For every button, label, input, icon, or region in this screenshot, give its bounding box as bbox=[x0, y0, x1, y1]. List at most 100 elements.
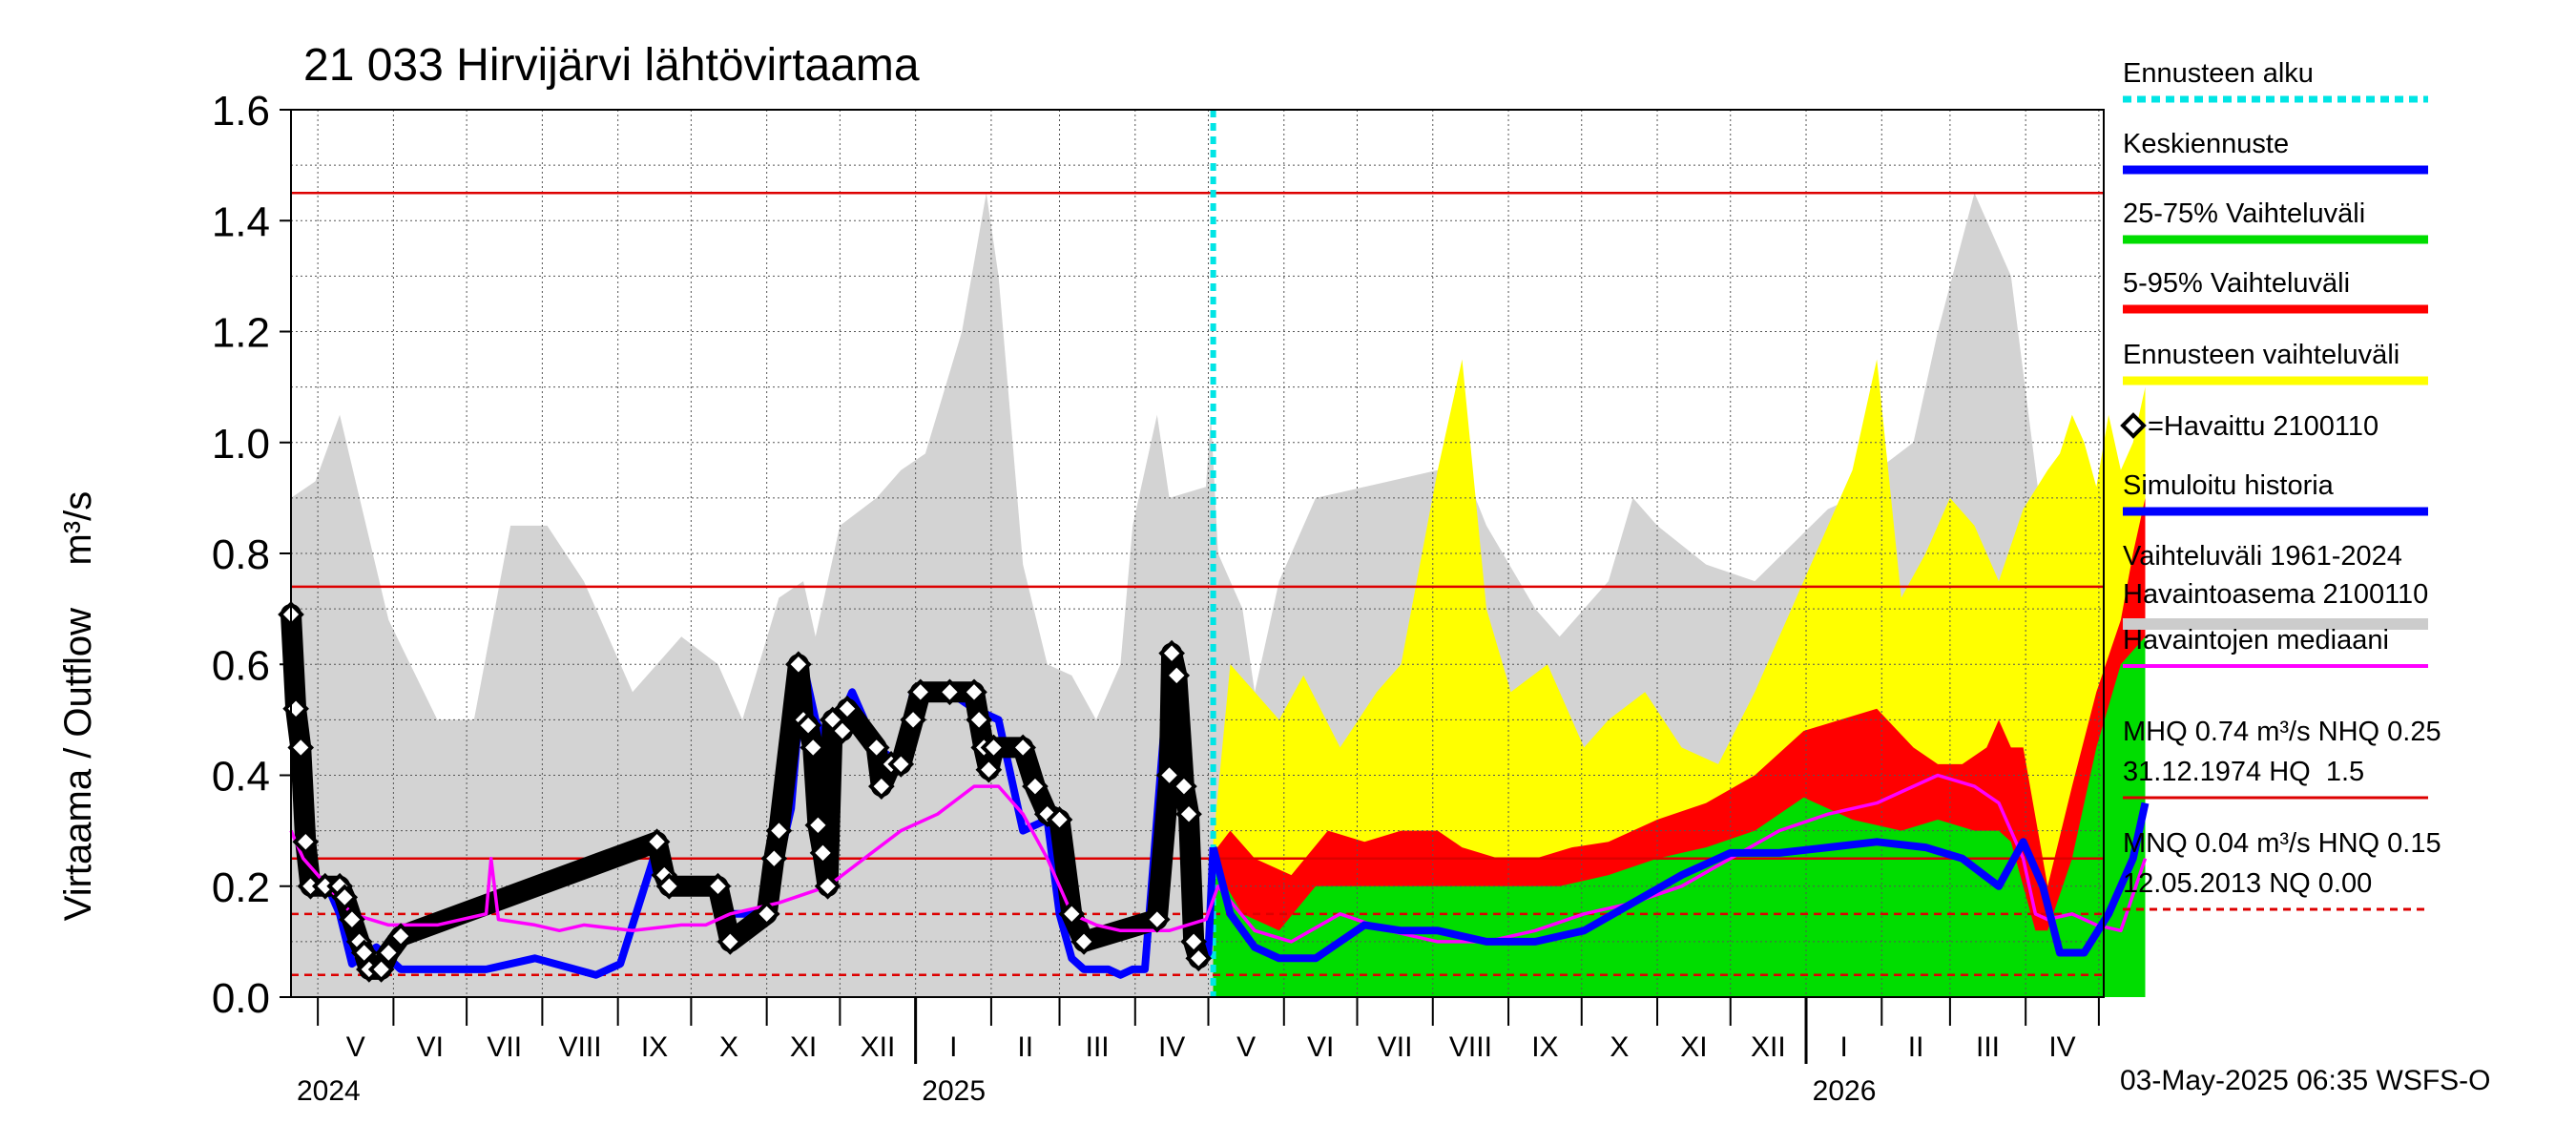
observed-point bbox=[375, 939, 403, 967]
observed-point bbox=[1009, 734, 1036, 761]
y-axis-label: Virtaama / Outflow m³/s bbox=[57, 491, 99, 922]
legend-label: Vaihteluväli 1961-2024 bbox=[2123, 541, 2402, 572]
month-label: V bbox=[346, 1031, 365, 1063]
observed-point bbox=[966, 706, 992, 734]
month-label: XII bbox=[1751, 1031, 1786, 1063]
observed-point bbox=[717, 928, 744, 955]
observed-point bbox=[1185, 945, 1213, 972]
observed-point bbox=[795, 712, 821, 739]
legend-marker bbox=[2120, 412, 2147, 439]
observed-point bbox=[367, 956, 395, 983]
observed-point bbox=[1022, 773, 1049, 800]
observed-point bbox=[980, 734, 1008, 761]
legend: Ennusteen alku Keskiennuste 25-75% Vaihtel… bbox=[2120, 58, 2428, 668]
month-label: VII bbox=[487, 1031, 522, 1063]
month-label: VI bbox=[1307, 1031, 1334, 1063]
observed-point bbox=[1046, 806, 1073, 833]
observed-point bbox=[906, 678, 934, 706]
legend-label: 5-95% Vaihteluväli bbox=[2123, 268, 2350, 299]
observed-point bbox=[287, 734, 315, 761]
month-label: I bbox=[1839, 1031, 1847, 1063]
observed-point bbox=[1058, 900, 1086, 927]
y-tick-label: 0.8 bbox=[212, 531, 270, 578]
observed-point bbox=[339, 906, 365, 933]
observed-point bbox=[814, 872, 841, 900]
observed-point bbox=[868, 773, 895, 800]
month-label: XII bbox=[861, 1031, 896, 1063]
observed-point bbox=[387, 923, 414, 949]
y-tick-label: 0.4 bbox=[212, 754, 270, 801]
observed-point bbox=[829, 718, 856, 744]
chart-title: 21 033 Hirvijärvi lähtövirtaama bbox=[303, 40, 920, 91]
year-label: 2024 bbox=[297, 1075, 361, 1107]
month-label: VIII bbox=[559, 1031, 602, 1063]
y-tick-label: 0.0 bbox=[212, 975, 270, 1022]
legend-label: =Havaittu 2100110 bbox=[2148, 411, 2379, 442]
observed-point bbox=[809, 840, 837, 866]
observed-point bbox=[900, 706, 926, 734]
median-line bbox=[289, 773, 2148, 944]
legend-label: Keskiennuste bbox=[2123, 129, 2289, 159]
y-tick-label: 1.0 bbox=[212, 421, 270, 468]
legend-label: Simuloitu historia bbox=[2123, 470, 2335, 501]
observed-point bbox=[1155, 761, 1183, 789]
y-tick-label: 1.2 bbox=[212, 310, 270, 357]
month-label: III bbox=[1086, 1031, 1110, 1063]
month-label: V bbox=[1236, 1031, 1256, 1063]
legend-label: Havaintoasema 2100110 bbox=[2123, 579, 2428, 610]
month-label: III bbox=[1976, 1031, 2000, 1063]
observed-point bbox=[961, 678, 987, 706]
month-label: VIII bbox=[1449, 1031, 1492, 1063]
observed-point bbox=[765, 817, 793, 844]
observed-point bbox=[704, 872, 732, 900]
observed-point bbox=[1163, 662, 1191, 689]
observed-point bbox=[1070, 928, 1097, 955]
y-tick-label: 0.6 bbox=[212, 642, 270, 689]
legend-label: 25-75% Vaihteluväli bbox=[2123, 198, 2365, 229]
observed-point bbox=[1143, 906, 1171, 933]
observed-point bbox=[655, 872, 683, 900]
stats-line-4: 12.05.2013 NQ 0.00 bbox=[2123, 868, 2372, 899]
observed-point bbox=[753, 900, 780, 927]
observed-point bbox=[1158, 639, 1185, 667]
month-label: XI bbox=[1680, 1031, 1707, 1063]
legend-label: Havaintojen mediaani bbox=[2123, 625, 2389, 656]
legend-label: Ennusteen vaihteluväli bbox=[2123, 340, 2399, 370]
observed-point bbox=[834, 695, 861, 722]
observed-point bbox=[643, 828, 671, 856]
observed-point bbox=[331, 884, 359, 911]
month-label: II bbox=[1017, 1031, 1033, 1063]
observed-point bbox=[936, 678, 964, 706]
observed-point bbox=[804, 811, 832, 839]
series-lines bbox=[278, 601, 2150, 983]
observed-point bbox=[785, 651, 812, 678]
axes: 0.00.20.40.60.81.01.21.41.6V VI VII VIII IX X… bbox=[212, 88, 2105, 1107]
y-tick-label: 1.4 bbox=[212, 198, 270, 245]
observed-point bbox=[292, 828, 320, 856]
month-label: I bbox=[949, 1031, 957, 1063]
year-label: 2026 bbox=[1813, 1075, 1877, 1107]
band-25-75 bbox=[1213, 636, 2146, 997]
stats-line-2: 31.12.1974 HQ 1.5 bbox=[2123, 757, 2364, 787]
band-layer bbox=[291, 193, 2146, 998]
observed-point bbox=[1175, 801, 1202, 828]
month-label: IV bbox=[2048, 1031, 2075, 1063]
month-label: VII bbox=[1378, 1031, 1413, 1063]
observed-point bbox=[800, 734, 827, 761]
month-label: IX bbox=[1531, 1031, 1558, 1063]
y-tick-label: 1.6 bbox=[212, 88, 270, 135]
observed-point bbox=[760, 844, 788, 872]
observed-point bbox=[862, 734, 890, 761]
month-label: II bbox=[1908, 1031, 1924, 1063]
stats-block: MHQ 0.74 m³/s NHQ 0.25 31.12.1974 HQ 1.5… bbox=[2123, 717, 2441, 911]
month-label: X bbox=[1610, 1031, 1629, 1063]
month-label: XI bbox=[790, 1031, 817, 1063]
month-label: X bbox=[719, 1031, 738, 1063]
observed-point bbox=[975, 756, 1003, 783]
month-label: IX bbox=[641, 1031, 668, 1063]
footer-timestamp: 03-May-2025 06:35 WSFS-O bbox=[2120, 1065, 2491, 1096]
month-label: VI bbox=[417, 1031, 444, 1063]
year-label: 2025 bbox=[922, 1075, 986, 1107]
mean-forecast-line bbox=[1209, 802, 2150, 963]
